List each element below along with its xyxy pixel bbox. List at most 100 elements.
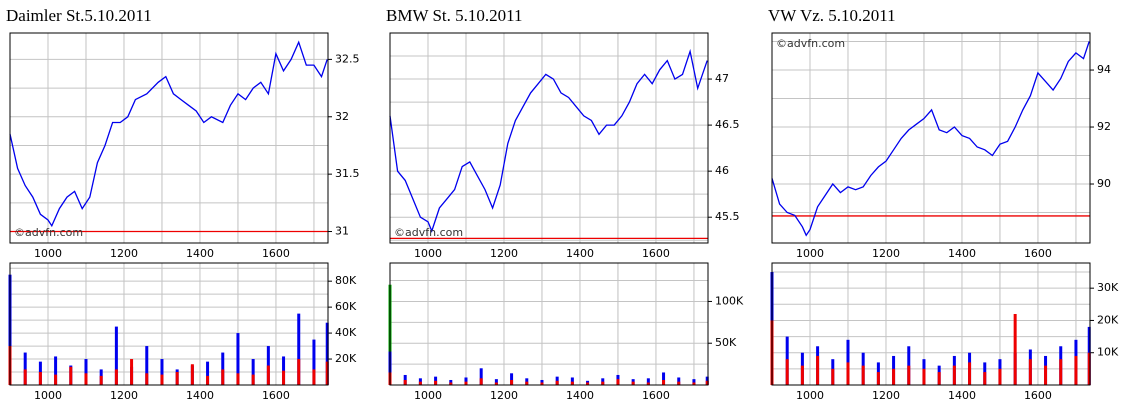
volume-bar (785, 359, 789, 385)
volume-bar (705, 376, 709, 385)
volume-bar (160, 374, 164, 385)
x-tick-label: 1400 (948, 389, 976, 402)
volume-bar (998, 368, 1002, 385)
volume-bar (983, 372, 987, 385)
volume-bar (297, 313, 301, 385)
x-tick-label: 1000 (414, 247, 442, 260)
volume-bar (586, 382, 590, 385)
volume-bar (282, 370, 286, 385)
volume-bar (646, 378, 650, 385)
volume-bar (403, 379, 407, 385)
volume-bar (876, 372, 880, 385)
y-tick-label: 47 (715, 72, 729, 85)
plot-area (390, 33, 708, 243)
volume-bar (846, 362, 850, 385)
volume-bar (570, 381, 574, 385)
volume-bar (23, 352, 27, 385)
x-tick-label: 1200 (110, 247, 138, 260)
x-tick-label: 1400 (186, 389, 214, 402)
y-tick-label: 40K (335, 326, 357, 339)
volume-bar (282, 356, 286, 385)
volume-bar (494, 379, 498, 385)
plot-frame (9, 262, 329, 386)
y-tick-label: 20K (335, 352, 357, 365)
volume-bar (616, 379, 620, 385)
price-line (389, 48, 708, 233)
x-tick-label: 1600 (262, 247, 290, 260)
volume-bar (312, 369, 316, 385)
volume-bar (800, 365, 804, 385)
volume-bar (69, 366, 73, 385)
volume-bar (54, 374, 58, 385)
volume-bar (692, 379, 696, 385)
x-tick-label: 1400 (948, 247, 976, 260)
volume-bar (190, 364, 194, 385)
volume-bar (677, 381, 681, 385)
chart-title: BMW St. 5.10.2011 (386, 6, 523, 25)
plot-area (772, 263, 1090, 385)
x-tick-label: 1400 (566, 389, 594, 402)
x-tick-label: 1200 (110, 389, 138, 402)
x-tick-label: 1000 (796, 389, 824, 402)
volume-bar (464, 381, 468, 385)
volume-bar (1028, 359, 1032, 385)
volume-bar (160, 359, 164, 385)
volume-bar (221, 352, 225, 385)
volume-bar (892, 368, 896, 385)
volume-bar (38, 372, 42, 385)
volume-bar (1059, 359, 1063, 385)
volume-bar (494, 382, 498, 385)
volume-bar (236, 333, 240, 385)
volume-bar (662, 372, 666, 385)
y-tick-label: 90 (1097, 177, 1111, 190)
volume-bar (1074, 355, 1078, 385)
volume-bar (705, 380, 709, 385)
x-tick-label: 1600 (262, 389, 290, 402)
volume-bar (418, 381, 422, 385)
x-tick-label: 1200 (872, 247, 900, 260)
volume-bar (1044, 365, 1048, 385)
plot-frame (771, 262, 1091, 386)
volume-bar (99, 375, 103, 385)
volume-bar (236, 373, 240, 385)
volume-bar (570, 377, 574, 385)
volume-bar (692, 382, 696, 385)
x-tick-label: 1600 (1024, 389, 1052, 402)
volume-bar (206, 375, 210, 385)
volume-bar (221, 369, 225, 385)
volume-bar (540, 382, 544, 385)
plot-frame (9, 32, 329, 244)
volume-bar (130, 359, 134, 385)
x-tick-label: 1200 (490, 247, 518, 260)
volume-bar (145, 346, 149, 385)
volume-bar (325, 361, 329, 385)
y-tick-label: 20K (1097, 313, 1119, 326)
chart-title: VW Vz. 5.10.2011 (768, 6, 896, 25)
volume-bar (861, 365, 865, 385)
volume-bar (662, 379, 666, 385)
y-tick-label: 46 (715, 164, 729, 177)
volume-bar (251, 374, 255, 385)
volume-bar (114, 369, 118, 385)
volume-bar (325, 322, 329, 385)
y-tick-label: 50K (715, 336, 737, 349)
x-tick-label: 1000 (796, 247, 824, 260)
x-tick-label: 1000 (414, 389, 442, 402)
y-tick-label: 46.5 (715, 118, 740, 131)
volume-bar (1087, 352, 1091, 385)
y-tick-label: 94 (1097, 63, 1111, 76)
volume-bar (84, 373, 88, 385)
volume-bar (479, 368, 483, 385)
price-line (9, 40, 328, 228)
volume-bar (297, 359, 301, 385)
volume-bar (434, 376, 438, 385)
volume-bar (601, 381, 605, 385)
y-tick-label: 100K (715, 294, 744, 307)
x-tick-label: 1600 (1024, 247, 1052, 260)
watermark: ©advfn.com (776, 37, 845, 50)
volume-bar (145, 373, 149, 385)
y-tick-label: 31.5 (335, 167, 360, 180)
volume-bar (555, 376, 559, 385)
volume-bar (84, 359, 88, 385)
volume-bar (23, 369, 27, 385)
